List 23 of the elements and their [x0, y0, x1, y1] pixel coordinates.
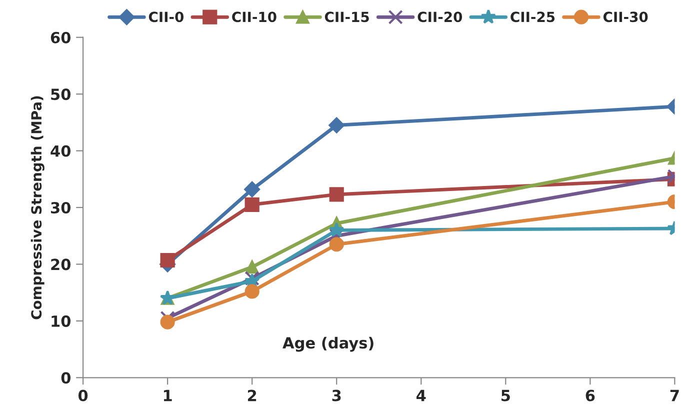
x-tick-label: 0: [78, 390, 88, 402]
x-tick-label: 4: [416, 390, 426, 402]
legend-label: CII-0: [148, 12, 184, 22]
y-axis-title: Compressive Strength (MPa): [30, 96, 44, 320]
legend-label: CII-20: [418, 12, 462, 22]
x-tick-label: 1: [164, 390, 172, 402]
x-tick-label: 6: [586, 390, 595, 402]
x-tick-label: 5: [502, 390, 510, 402]
y-tick-label: 50: [51, 88, 71, 100]
legend-label: CII-15: [324, 12, 369, 22]
legend-label: CII-25: [510, 12, 555, 22]
y-tick-label: 30: [50, 202, 71, 214]
y-tick-label: 60: [50, 32, 71, 44]
y-tick-label: 0: [61, 372, 71, 384]
x-axis-title: Age (days): [282, 336, 374, 352]
x-tick-label: 7: [670, 390, 679, 402]
y-tick-label: 40: [50, 145, 71, 157]
x-tick-label: 2: [248, 390, 256, 402]
y-tick-label: 10: [52, 315, 71, 327]
legend-label: CII-10: [232, 12, 276, 22]
legend-label: CII-30: [603, 12, 648, 22]
y-tick-label: 20: [51, 258, 71, 270]
x-tick-label: 3: [332, 390, 341, 402]
